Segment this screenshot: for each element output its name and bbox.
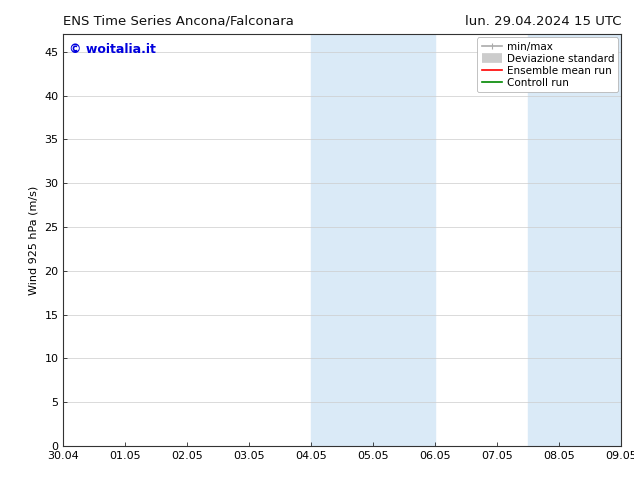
- Bar: [528, 34, 559, 446]
- Bar: [342, 34, 436, 446]
- Bar: [311, 34, 342, 446]
- Text: lun. 29.04.2024 15 UTC: lun. 29.04.2024 15 UTC: [465, 15, 621, 28]
- Legend: min/max, Deviazione standard, Ensemble mean run, Controll run: min/max, Deviazione standard, Ensemble m…: [477, 37, 618, 92]
- Bar: [559, 34, 621, 446]
- Y-axis label: Wind 925 hPa (m/s): Wind 925 hPa (m/s): [29, 186, 39, 294]
- Text: © woitalia.it: © woitalia.it: [69, 43, 156, 55]
- Text: ENS Time Series Ancona/Falconara: ENS Time Series Ancona/Falconara: [63, 15, 294, 28]
